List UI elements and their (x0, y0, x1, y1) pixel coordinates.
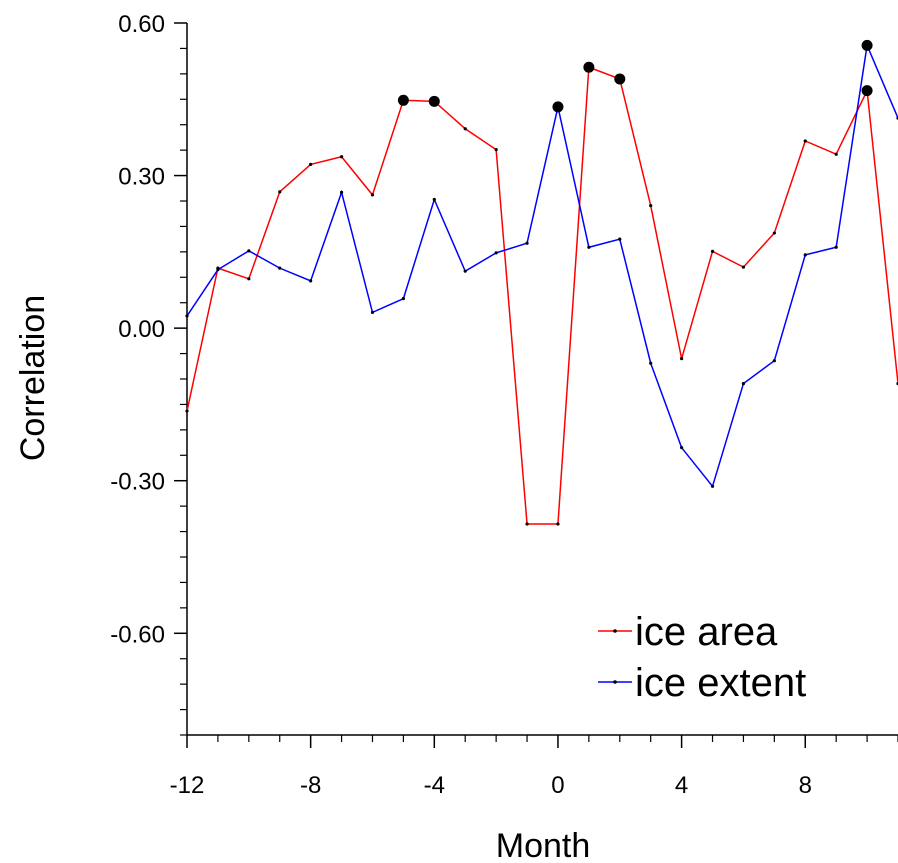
point-ice-area (834, 152, 838, 156)
point-ice-area (339, 155, 344, 159)
point-ice-area (649, 203, 653, 208)
legend-item-ice-extent: ice extent (598, 661, 806, 705)
point-ice-extent (525, 241, 529, 245)
point-ice-extent (772, 359, 776, 363)
axes (186, 23, 898, 736)
point-ice-area (494, 148, 498, 152)
point-ice-extent (649, 361, 653, 365)
significant-point-ice-area (397, 94, 409, 106)
legend-marker-ice-extent (613, 680, 617, 684)
significant-markers (397, 39, 873, 113)
point-ice-area (803, 139, 807, 143)
point-ice-area (278, 190, 282, 194)
x-axis-title: Month (496, 827, 591, 863)
point-ice-extent (710, 484, 715, 488)
legend-label-ice-extent: ice extent (635, 661, 806, 705)
point-ice-area (463, 127, 467, 131)
tick-marks (174, 22, 898, 748)
point-ice-extent (834, 245, 838, 249)
point-ice-extent (309, 279, 313, 283)
point-ice-extent (741, 381, 746, 386)
y-tick-label: 0.00 (118, 316, 165, 343)
point-ice-extent (432, 197, 436, 202)
point-ice-area (525, 522, 529, 526)
significant-point-ice-area (583, 61, 595, 73)
point-ice-extent (618, 237, 622, 241)
point-ice-area (309, 162, 313, 166)
point-ice-extent (803, 253, 807, 257)
point-ice-area (247, 277, 251, 281)
point-ice-area (680, 357, 684, 361)
point-ice-extent (216, 268, 220, 272)
series-lines (186, 42, 898, 525)
point-ice-area (710, 249, 715, 253)
legend-label-ice-area: ice area (635, 610, 778, 654)
point-ice-extent (339, 190, 344, 194)
legend-item-ice-area: ice area (598, 610, 778, 654)
point-ice-extent (247, 249, 251, 253)
x-tick-label: -8 (300, 772, 321, 799)
point-ice-extent (463, 269, 467, 273)
y-tick-label: -0.30 (110, 469, 165, 496)
x-tick-label: -4 (424, 772, 445, 799)
x-tick-label: 8 (799, 772, 812, 799)
point-ice-area (370, 193, 375, 197)
point-ice-area (772, 231, 776, 235)
point-ice-extent (587, 245, 591, 249)
tick-labels: 0.60 0.30 0.00 -0.30 -0.60 -12 -8 -4 0 4 8 (110, 11, 812, 799)
series-line-ice-extent (186, 42, 898, 488)
point-ice-extent (278, 266, 282, 270)
point-ice-area (556, 522, 560, 526)
point-ice-extent (680, 446, 684, 450)
series-line-ice-area (186, 66, 898, 525)
y-tick-label: 0.60 (118, 11, 165, 38)
y-axis-title: Correlation (14, 295, 52, 461)
x-tick-label: -12 (170, 772, 205, 799)
point-ice-extent (185, 314, 189, 318)
significant-point-ice-area (614, 73, 626, 85)
x-tick-label: 4 (675, 772, 688, 799)
significant-point-ice-extent (552, 101, 564, 113)
significant-point-ice-extent (861, 39, 873, 51)
point-ice-extent (494, 251, 498, 255)
data-points (185, 43, 898, 526)
point-ice-extent (370, 310, 375, 314)
x-tick-label: 0 (551, 772, 564, 799)
significant-point-ice-area (861, 85, 873, 97)
significant-point-ice-area (428, 95, 440, 107)
y-tick-label: -0.60 (110, 621, 165, 648)
point-ice-extent (401, 297, 405, 301)
legend: ice area ice extent (598, 610, 806, 705)
y-tick-label: 0.30 (118, 164, 165, 191)
point-ice-area (185, 409, 189, 413)
point-ice-area (741, 265, 746, 269)
legend-marker-ice-area (613, 629, 617, 633)
